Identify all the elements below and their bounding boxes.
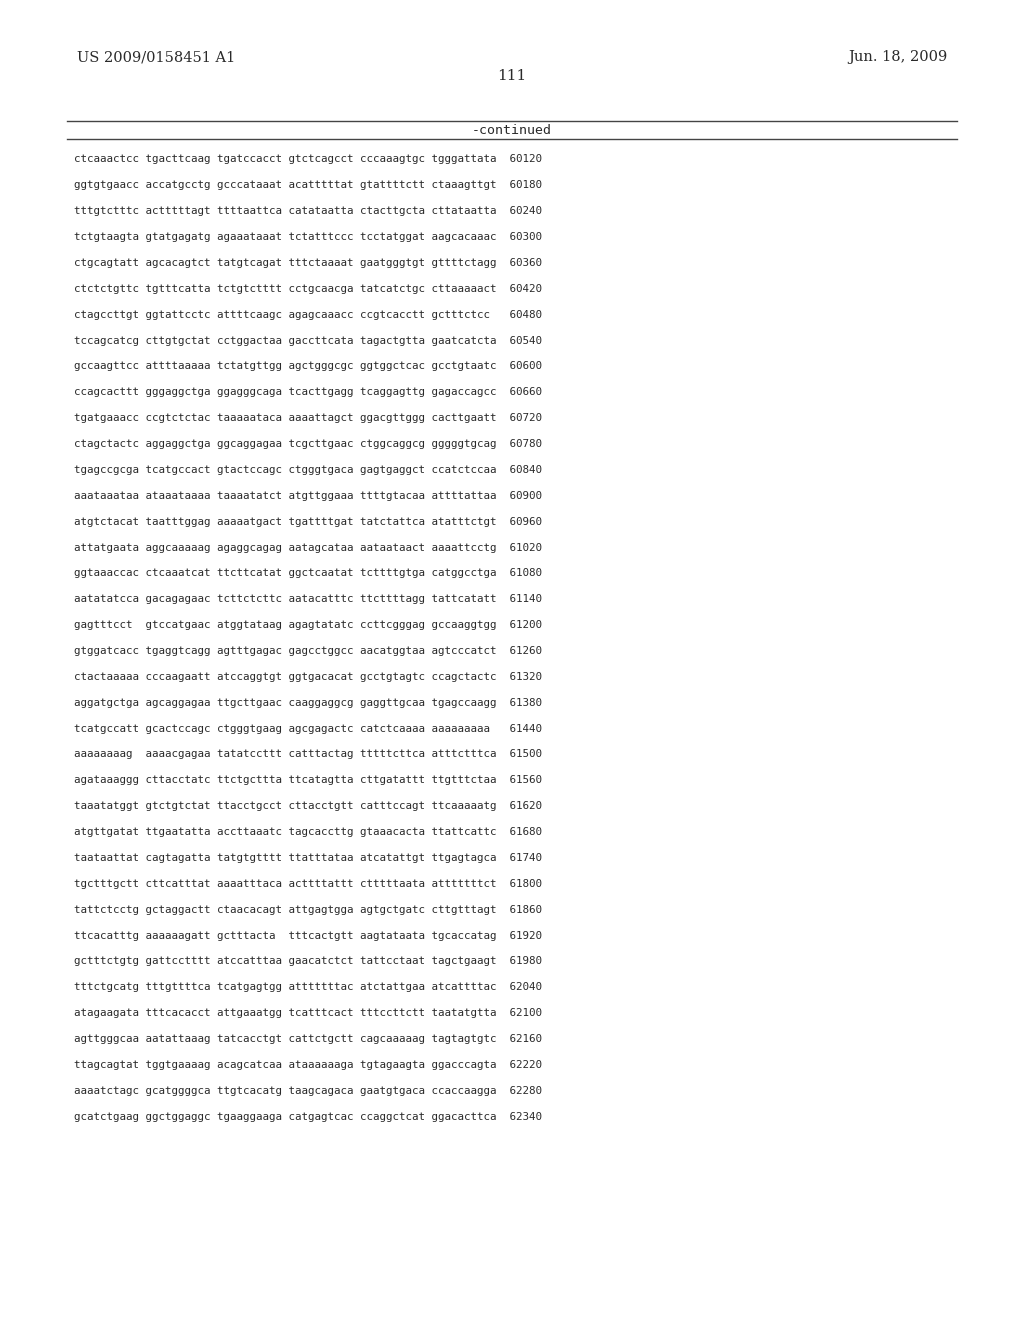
Text: ttagcagtat tggtgaaaag acagcatcaa ataaaaaaga tgtagaagta ggacccagta  62220: ttagcagtat tggtgaaaag acagcatcaa ataaaaa… — [74, 1060, 542, 1071]
Text: atagaagata tttcacacct attgaaatgg tcatttcact tttccttctt taatatgtta  62100: atagaagata tttcacacct attgaaatgg tcatttc… — [74, 1008, 542, 1018]
Text: ctgcagtatt agcacagtct tatgtcagat tttctaaaat gaatgggtgt gttttctagg  60360: ctgcagtatt agcacagtct tatgtcagat tttctaa… — [74, 257, 542, 268]
Text: 111: 111 — [498, 69, 526, 83]
Text: tgatgaaacc ccgtctctac taaaaataca aaaattagct ggacgttggg cacttgaatt  60720: tgatgaaacc ccgtctctac taaaaataca aaaatta… — [74, 413, 542, 424]
Text: aaaaaaaag  aaaacgagaa tatatccttt catttactag tttttcttca atttctttca  61500: aaaaaaaag aaaacgagaa tatatccttt catttact… — [74, 750, 542, 759]
Text: tgagccgcga tcatgccact gtactccagc ctgggtgaca gagtgaggct ccatctccaa  60840: tgagccgcga tcatgccact gtactccagc ctgggtg… — [74, 465, 542, 475]
Text: gagtttcct  gtccatgaac atggtataag agagtatatc ccttcgggag gccaaggtgg  61200: gagtttcct gtccatgaac atggtataag agagtata… — [74, 620, 542, 630]
Text: tttgtctttc actttttagt ttttaattca catataatta ctacttgcta cttataatta  60240: tttgtctttc actttttagt ttttaattca catataa… — [74, 206, 542, 216]
Text: gctttctgtg gattcctttt atccatttaa gaacatctct tattcctaat tagctgaagt  61980: gctttctgtg gattcctttt atccatttaa gaacatc… — [74, 957, 542, 966]
Text: aggatgctga agcaggagaa ttgcttgaac caaggaggcg gaggttgcaa tgagccaagg  61380: aggatgctga agcaggagaa ttgcttgaac caaggag… — [74, 698, 542, 708]
Text: gcatctgaag ggctggaggc tgaaggaaga catgagtcac ccaggctcat ggacacttca  62340: gcatctgaag ggctggaggc tgaaggaaga catgagt… — [74, 1111, 542, 1122]
Text: ctagctactc aggaggctga ggcaggagaa tcgcttgaac ctggcaggcg gggggtgcag  60780: ctagctactc aggaggctga ggcaggagaa tcgcttg… — [74, 440, 542, 449]
Text: aaataaataa ataaataaaa taaaatatct atgttggaaa ttttgtacaa attttattaa  60900: aaataaataa ataaataaaa taaaatatct atgttgg… — [74, 491, 542, 500]
Text: aatatatcca gacagagaac tcttctcttc aatacatttc ttcttttagg tattcatatt  61140: aatatatcca gacagagaac tcttctcttc aatacat… — [74, 594, 542, 605]
Text: tttctgcatg tttgttttca tcatgagtgg atttttttac atctattgaa atcattttac  62040: tttctgcatg tttgttttca tcatgagtgg atttttt… — [74, 982, 542, 993]
Text: ctactaaaaa cccaagaatt atccaggtgt ggtgacacat gcctgtagtc ccagctactc  61320: ctactaaaaa cccaagaatt atccaggtgt ggtgaca… — [74, 672, 542, 682]
Text: aaaatctagc gcatggggca ttgtcacatg taagcagaca gaatgtgaca ccaccaagga  62280: aaaatctagc gcatggggca ttgtcacatg taagcag… — [74, 1086, 542, 1096]
Text: agataaaggg cttacctatc ttctgcttta ttcatagtta cttgatattt ttgtttctaa  61560: agataaaggg cttacctatc ttctgcttta ttcatag… — [74, 775, 542, 785]
Text: tctgtaagta gtatgagatg agaaataaat tctatttccc tcctatggat aagcacaaac  60300: tctgtaagta gtatgagatg agaaataaat tctattt… — [74, 232, 542, 242]
Text: ctctctgttc tgtttcatta tctgtctttt cctgcaacga tatcatctgc cttaaaaact  60420: ctctctgttc tgtttcatta tctgtctttt cctgcaa… — [74, 284, 542, 294]
Text: ctagccttgt ggtattcctc attttcaagc agagcaaacc ccgtcacctt gctttctcc   60480: ctagccttgt ggtattcctc attttcaagc agagcaa… — [74, 310, 542, 319]
Text: gccaagttcc attttaaaaa tctatgttgg agctgggcgc ggtggctcac gcctgtaatc  60600: gccaagttcc attttaaaaa tctatgttgg agctggg… — [74, 362, 542, 371]
Text: ggtgtgaacc accatgcctg gcccataaat acatttttat gtattttctt ctaaagttgt  60180: ggtgtgaacc accatgcctg gcccataaat acatttt… — [74, 181, 542, 190]
Text: agttgggcaa aatattaaag tatcacctgt cattctgctt cagcaaaaag tagtagtgtc  62160: agttgggcaa aatattaaag tatcacctgt cattctg… — [74, 1034, 542, 1044]
Text: tgctttgctt cttcatttat aaaatttaca acttttattt ctttttaata atttttttct  61800: tgctttgctt cttcatttat aaaatttaca actttta… — [74, 879, 542, 888]
Text: US 2009/0158451 A1: US 2009/0158451 A1 — [77, 50, 236, 65]
Text: taaatatggt gtctgtctat ttacctgcct cttacctgtt catttccagt ttcaaaaatg  61620: taaatatggt gtctgtctat ttacctgcct cttacct… — [74, 801, 542, 812]
Text: atgtctacat taatttggag aaaaatgact tgattttgat tatctattca atatttctgt  60960: atgtctacat taatttggag aaaaatgact tgatttt… — [74, 516, 542, 527]
Text: ccagcacttt gggaggctga ggagggcaga tcacttgagg tcaggagttg gagaccagcc  60660: ccagcacttt gggaggctga ggagggcaga tcacttg… — [74, 387, 542, 397]
Text: tcatgccatt gcactccagc ctgggtgaag agcgagactc catctcaaaa aaaaaaaaa   61440: tcatgccatt gcactccagc ctgggtgaag agcgaga… — [74, 723, 542, 734]
Text: Jun. 18, 2009: Jun. 18, 2009 — [848, 50, 947, 65]
Text: tattctcctg gctaggactt ctaacacagt attgagtgga agtgctgatc cttgtttagt  61860: tattctcctg gctaggactt ctaacacagt attgagt… — [74, 904, 542, 915]
Text: ctcaaactcc tgacttcaag tgatccacct gtctcagcct cccaaagtgc tgggattata  60120: ctcaaactcc tgacttcaag tgatccacct gtctcag… — [74, 154, 542, 165]
Text: taataattat cagtagatta tatgtgtttt ttatttataa atcatattgt ttgagtagca  61740: taataattat cagtagatta tatgtgtttt ttattta… — [74, 853, 542, 863]
Text: attatgaata aggcaaaaag agaggcagag aatagcataa aataataact aaaattcctg  61020: attatgaata aggcaaaaag agaggcagag aatagca… — [74, 543, 542, 553]
Text: ggtaaaccac ctcaaatcat ttcttcatat ggctcaatat tcttttgtga catggcctga  61080: ggtaaaccac ctcaaatcat ttcttcatat ggctcaa… — [74, 569, 542, 578]
Text: gtggatcacc tgaggtcagg agtttgagac gagcctggcc aacatggtaa agtcccatct  61260: gtggatcacc tgaggtcagg agtttgagac gagcctg… — [74, 645, 542, 656]
Text: tccagcatcg cttgtgctat cctggactaa gaccttcata tagactgtta gaatcatcta  60540: tccagcatcg cttgtgctat cctggactaa gaccttc… — [74, 335, 542, 346]
Text: ttcacatttg aaaaaagatt gctttacta  tttcactgtt aagtataata tgcaccatag  61920: ttcacatttg aaaaaagatt gctttacta tttcactg… — [74, 931, 542, 941]
Text: atgttgatat ttgaatatta accttaaatc tagcaccttg gtaaacacta ttattcattc  61680: atgttgatat ttgaatatta accttaaatc tagcacc… — [74, 828, 542, 837]
Text: -continued: -continued — [472, 124, 552, 137]
